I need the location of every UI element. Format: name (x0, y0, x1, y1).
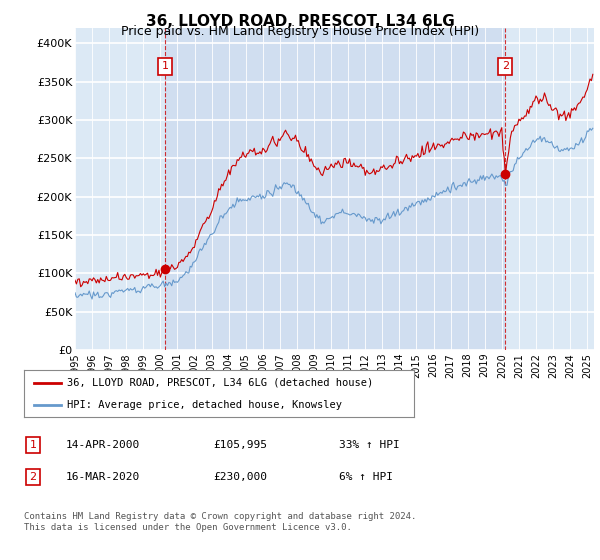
Text: 2: 2 (29, 472, 37, 482)
Text: 16-MAR-2020: 16-MAR-2020 (66, 472, 140, 482)
Text: £105,995: £105,995 (213, 440, 267, 450)
Text: 36, LLOYD ROAD, PRESCOT, L34 6LG (detached house): 36, LLOYD ROAD, PRESCOT, L34 6LG (detach… (67, 378, 373, 388)
Text: £230,000: £230,000 (213, 472, 267, 482)
Text: Contains HM Land Registry data © Crown copyright and database right 2024.
This d: Contains HM Land Registry data © Crown c… (24, 512, 416, 532)
Text: 2: 2 (502, 62, 509, 71)
Text: Price paid vs. HM Land Registry's House Price Index (HPI): Price paid vs. HM Land Registry's House … (121, 25, 479, 38)
Text: HPI: Average price, detached house, Knowsley: HPI: Average price, detached house, Know… (67, 400, 342, 410)
Bar (166, 28, 505, 350)
Text: 36, LLOYD ROAD, PRESCOT, L34 6LG: 36, LLOYD ROAD, PRESCOT, L34 6LG (146, 14, 454, 29)
Text: 6% ↑ HPI: 6% ↑ HPI (339, 472, 393, 482)
Text: 14-APR-2000: 14-APR-2000 (66, 440, 140, 450)
Text: 1: 1 (29, 440, 37, 450)
Text: 1: 1 (162, 62, 169, 71)
Text: 33% ↑ HPI: 33% ↑ HPI (339, 440, 400, 450)
